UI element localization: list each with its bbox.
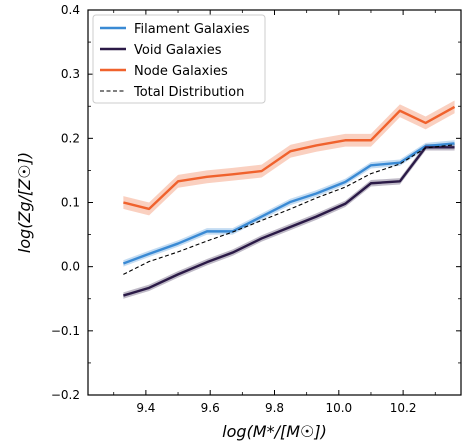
void-line bbox=[123, 146, 455, 297]
legend-label-filament: Filament Galaxies bbox=[134, 22, 250, 37]
uncertainty-bands bbox=[123, 100, 455, 299]
legend-entry-total: Total Distribution bbox=[100, 85, 244, 100]
legend-label-total: Total Distribution bbox=[133, 85, 244, 100]
series-lines bbox=[122, 105, 456, 297]
x-tick-label: 9.4 bbox=[136, 401, 155, 415]
legend-label-void: Void Galaxies bbox=[134, 43, 222, 58]
node-band bbox=[123, 100, 455, 216]
y-tick-label: −0.1 bbox=[51, 324, 80, 338]
node-line bbox=[123, 105, 456, 211]
y-tick-label: 0.3 bbox=[61, 67, 80, 81]
filament-line bbox=[122, 142, 455, 265]
legend-entry-node: Node Galaxies bbox=[100, 64, 228, 79]
legend-entry-filament: Filament Galaxies bbox=[100, 22, 250, 37]
x-tick-label: 9.6 bbox=[201, 401, 220, 415]
axis-ticks bbox=[88, 9, 461, 396]
x-tick-label: 10.0 bbox=[325, 401, 352, 415]
y-tick-label: −0.2 bbox=[51, 388, 80, 402]
tick-labels: 9.4 9.6 9.8 10.0 10.2 −0.2 −0.1 0.0 0.1 0.2 0.3 0.4 bbox=[51, 3, 417, 415]
x-tick-label: 9.8 bbox=[265, 401, 284, 415]
legend: Filament Galaxies Void Galaxies Node Gal… bbox=[92, 14, 266, 104]
y-tick-label: 0.0 bbox=[61, 260, 80, 274]
x-axis-label: log(M*/[M☉]) bbox=[222, 422, 327, 441]
y-tick-label: 0.4 bbox=[61, 3, 80, 17]
legend-box bbox=[92, 14, 266, 104]
y-tick-label: 0.1 bbox=[61, 196, 80, 210]
x-tick-label: 10.2 bbox=[390, 401, 417, 415]
y-axis-label: log(Zg/[Z☉]) bbox=[15, 152, 34, 253]
total-line bbox=[123, 144, 455, 275]
y-tick-label: 0.2 bbox=[61, 131, 80, 145]
legend-entry-void: Void Galaxies bbox=[100, 43, 222, 58]
legend-label-node: Node Galaxies bbox=[134, 64, 228, 79]
